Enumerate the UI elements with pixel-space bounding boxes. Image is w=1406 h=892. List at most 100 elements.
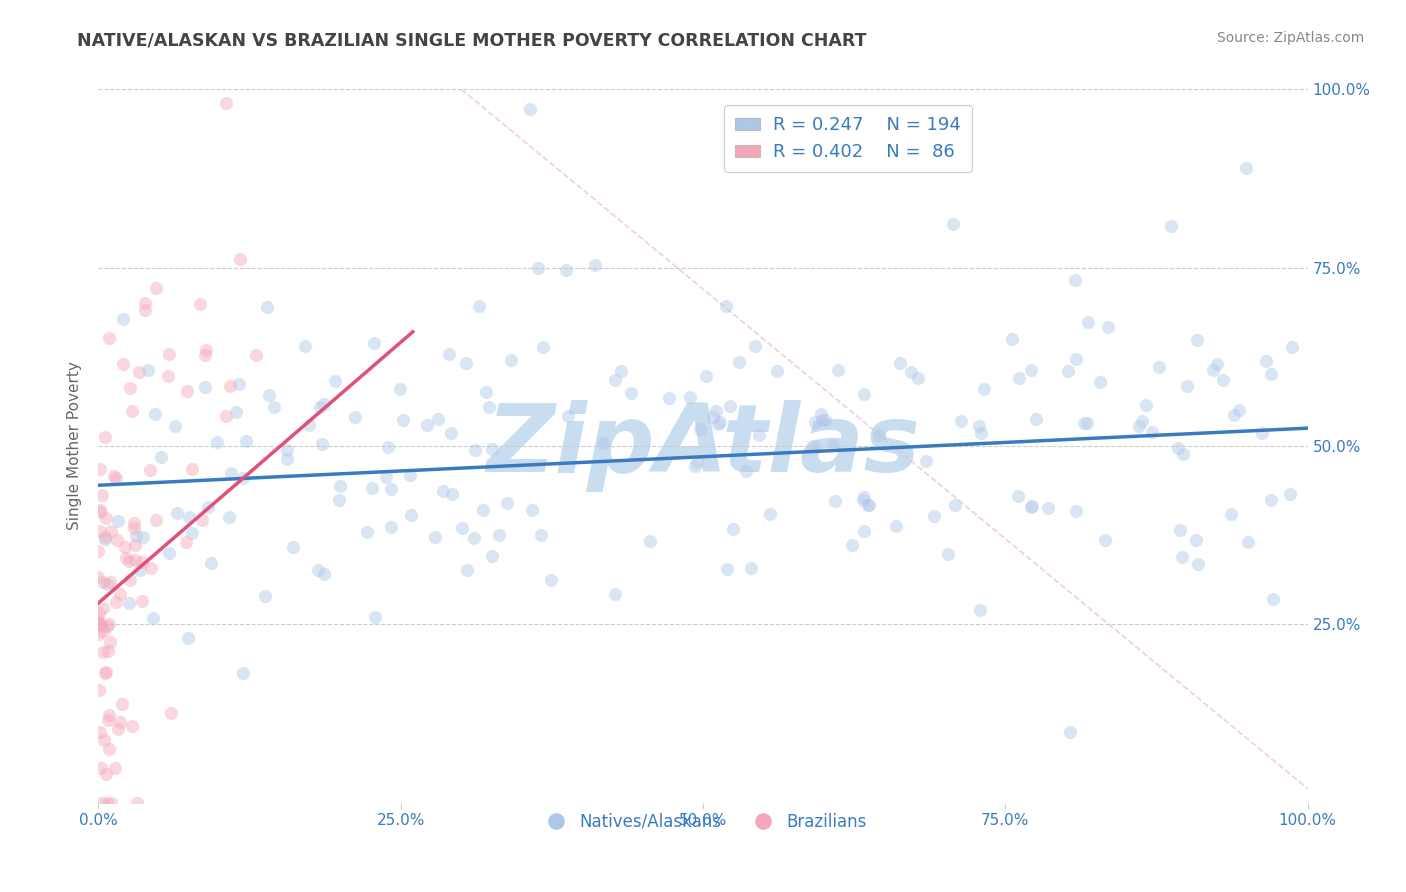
Point [235,434,257,448]
Point [499,353,522,368]
Point [221,467,243,481]
Point [1073,416,1095,430]
Point [145,281,167,295]
Point [868,427,890,442]
Point [89,606,111,620]
Point [949,414,972,428]
Point [90,488,112,502]
Point [686,455,709,469]
Point [886,518,908,533]
Point [1097,320,1119,334]
Point [1128,419,1150,434]
Point [124,538,146,552]
Point [90,619,112,633]
Point [194,379,217,393]
Point [263,401,285,415]
Point [228,376,250,391]
Point [1237,535,1260,549]
Point [89,505,111,519]
Point [463,531,485,545]
Point [766,364,789,378]
Point [1135,398,1157,412]
Point [709,415,731,429]
Point [1019,500,1042,515]
Point [481,549,503,563]
Point [704,404,727,418]
Point [1251,426,1274,441]
Point [456,356,478,370]
Point [90,761,112,775]
Y-axis label: Single Mother Poverty: Single Mother Poverty [67,361,83,531]
Point [388,383,411,397]
Point [89,524,111,539]
Point [740,560,762,574]
Point [104,761,127,775]
Point [159,706,181,720]
Point [1057,364,1080,378]
Point [1185,333,1208,347]
Point [1063,272,1085,286]
Point [481,442,503,456]
Point [100,524,122,538]
Point [942,217,965,231]
Point [603,587,626,601]
Point [87,613,110,627]
Point [702,409,724,424]
Point [1260,368,1282,382]
Point [344,409,367,424]
Point [311,437,333,451]
Point [1227,403,1250,417]
Point [1170,524,1192,538]
Point [1254,353,1277,368]
Point [467,299,489,313]
Point [94,665,117,680]
Point [530,528,553,542]
Point [1205,357,1227,371]
Point [105,533,128,548]
Point [253,589,276,603]
Point [1281,340,1303,354]
Point [1008,371,1031,385]
Point [94,530,117,544]
Point [194,343,217,357]
Point [98,331,121,345]
Point [1173,447,1195,461]
Point [821,438,844,452]
Point [716,562,738,576]
Point [605,373,627,387]
Text: NATIVE/ALASKAN VS BRAZILIAN SINGLE MOTHER POVERTY CORRELATION CHART: NATIVE/ALASKAN VS BRAZILIAN SINGLE MOTHE… [77,31,868,49]
Point [1090,375,1112,389]
Point [89,724,111,739]
Point [96,618,118,632]
Point [143,407,166,421]
Point [814,413,837,427]
Point [478,401,501,415]
Point [93,665,115,680]
Point [115,550,138,565]
Point [112,357,135,371]
Point [112,312,135,326]
Point [464,442,486,457]
Point [437,347,460,361]
Point [841,538,863,552]
Point [638,533,661,548]
Point [685,459,707,474]
Point [758,507,780,521]
Point [519,102,541,116]
Point [157,368,180,383]
Point [1234,161,1257,175]
Point [257,387,280,401]
Point [228,252,250,267]
Point [100,796,122,810]
Point [134,295,156,310]
Point [1036,501,1059,516]
Point [328,493,350,508]
Point [129,563,152,577]
Point [174,534,197,549]
Point [256,300,278,314]
Point [124,552,146,566]
Point [399,468,422,483]
Point [96,577,118,591]
Point [111,697,134,711]
Point [380,482,402,496]
